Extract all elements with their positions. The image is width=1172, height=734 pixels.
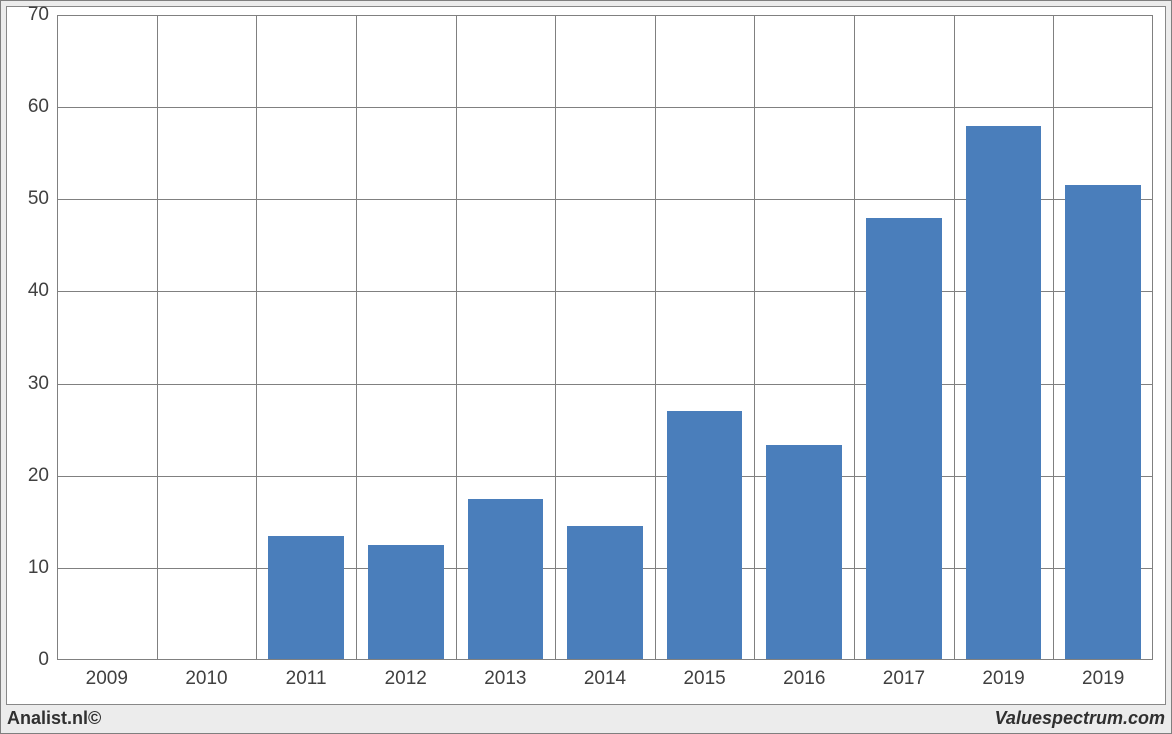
- footer-right-label: Valuespectrum.com: [995, 708, 1165, 729]
- footer-left-label: Analist.nl©: [7, 708, 101, 729]
- bar: [966, 126, 1042, 660]
- bar: [567, 526, 643, 660]
- bar: [1065, 185, 1141, 660]
- gridline-h: [57, 107, 1153, 108]
- y-tick-label: 30: [7, 373, 49, 395]
- y-tick-label: 50: [7, 188, 49, 210]
- bar: [368, 545, 444, 660]
- x-tick-label: 2016: [783, 668, 825, 690]
- x-tick-label: 2011: [286, 668, 327, 690]
- y-tick-label: 40: [7, 280, 49, 302]
- bar: [468, 499, 544, 660]
- bar: [766, 445, 842, 660]
- gridline-v: [157, 15, 158, 660]
- y-tick-label: 20: [7, 465, 49, 487]
- chart-inner-frame: 0 10 20 30 40 50 60 70 2009 2010 2011 2012 2013 2014 2…: [6, 6, 1166, 705]
- y-tick-label: 0: [7, 649, 49, 671]
- bar: [866, 218, 942, 660]
- gridline-v: [555, 15, 556, 660]
- x-tick-label: 2014: [584, 668, 626, 690]
- gridline-v: [754, 15, 755, 660]
- x-tick-label: 2019: [1082, 668, 1124, 690]
- gridline-v: [854, 15, 855, 660]
- y-tick-label: 10: [7, 557, 49, 579]
- plot-area: [57, 15, 1153, 660]
- x-tick-label: 2013: [484, 668, 526, 690]
- y-tick-label: 60: [7, 96, 49, 118]
- x-tick-label: 2017: [883, 668, 925, 690]
- bar: [268, 536, 344, 660]
- x-tick-label: 2019: [982, 668, 1024, 690]
- x-tick-label: 2012: [385, 668, 427, 690]
- x-tick-label: 2015: [683, 668, 725, 690]
- gridline-v: [256, 15, 257, 660]
- gridline-v: [1053, 15, 1054, 660]
- gridline-v: [456, 15, 457, 660]
- x-tick-label: 2010: [185, 668, 227, 690]
- gridline-v: [655, 15, 656, 660]
- chart-outer-frame: 0 10 20 30 40 50 60 70 2009 2010 2011 2012 2013 2014 2…: [0, 0, 1172, 734]
- gridline-v: [954, 15, 955, 660]
- gridline-v: [356, 15, 357, 660]
- bar: [667, 411, 743, 660]
- y-tick-label: 70: [7, 4, 49, 26]
- x-tick-label: 2009: [86, 668, 128, 690]
